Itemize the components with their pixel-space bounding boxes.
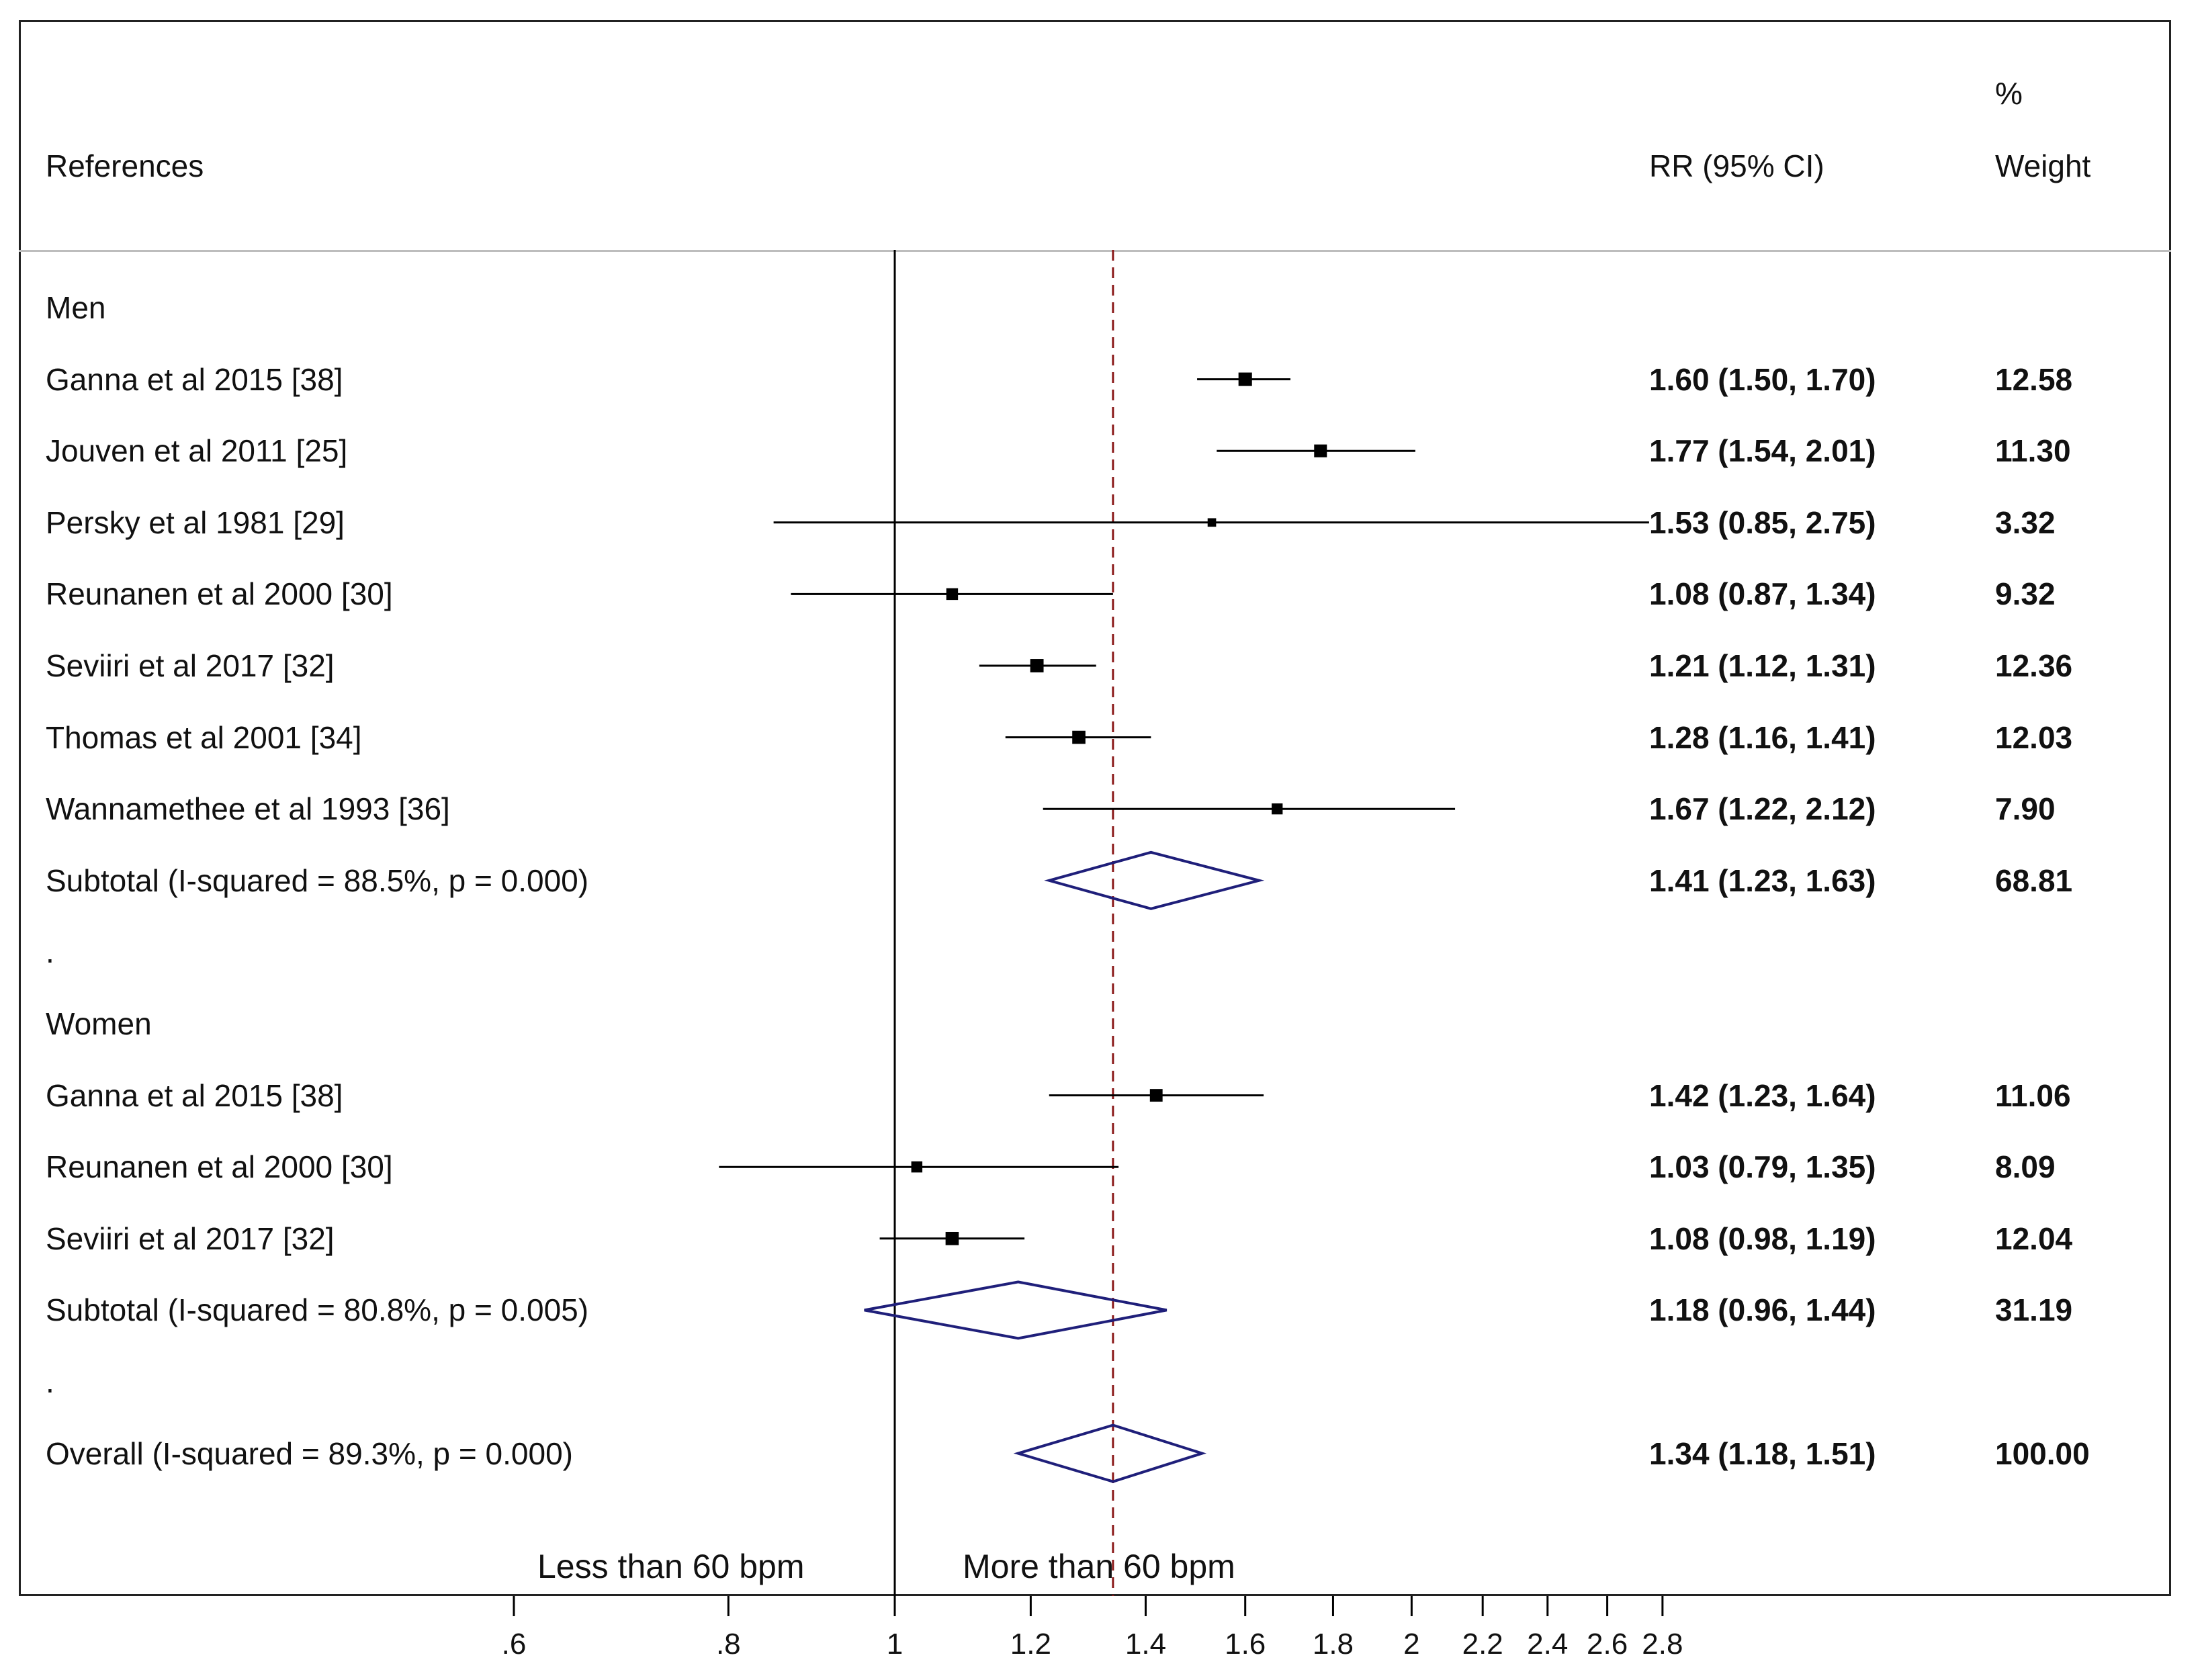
- rr-ci-value: 1.77 (1.54, 2.01): [1649, 433, 1876, 469]
- rr-ci-value: 1.53 (0.85, 2.75): [1649, 504, 1876, 540]
- study-label: Ganna et al 2015 [38]: [46, 1077, 343, 1113]
- weight-value: 12.03: [1995, 719, 2073, 755]
- rr-ci-value: 1.03 (0.79, 1.35): [1649, 1149, 1876, 1185]
- rr-ci-value: 1.18 (0.96, 1.44): [1649, 1292, 1876, 1328]
- weight-value: 31.19: [1995, 1292, 2073, 1328]
- weight-value: 68.81: [1995, 863, 2073, 898]
- point-estimate-marker: [946, 588, 959, 601]
- weight-value: 12.58: [1995, 361, 2073, 397]
- study-label: Persky et al 1981 [29]: [46, 504, 345, 540]
- rr-ci-value: 1.08 (0.98, 1.19): [1649, 1221, 1876, 1256]
- weight-value: 12.36: [1995, 648, 2073, 683]
- point-estimate-marker: [1272, 803, 1283, 815]
- point-estimate-marker: [1207, 518, 1217, 527]
- weight-value: 12.04: [1995, 1221, 2073, 1256]
- x-tick-label: 1.4: [1125, 1628, 1166, 1661]
- rr-ci-value: 1.08 (0.87, 1.34): [1649, 576, 1876, 612]
- x-tick-label: .8: [716, 1628, 741, 1661]
- point-estimate-marker: [1030, 659, 1044, 672]
- study-label: Thomas et al 2001 [34]: [46, 719, 362, 755]
- row-spacer: .: [46, 934, 54, 970]
- subtotal-diamond: [864, 1280, 1168, 1340]
- row-spacer: .: [46, 1364, 54, 1399]
- weight-value: 11.30: [1995, 433, 2071, 469]
- x-tick-label: 1.2: [1010, 1628, 1051, 1661]
- weight-value: 7.90: [1995, 791, 2056, 827]
- study-label: Wannamethee et al 1993 [36]: [46, 791, 450, 827]
- weight-value: 9.32: [1995, 576, 2056, 612]
- rr-ci-value: 1.67 (1.22, 2.12): [1649, 791, 1876, 827]
- rr-ci-value: 1.60 (1.50, 1.70): [1649, 361, 1876, 397]
- x-tick-label: 1.8: [1313, 1628, 1354, 1661]
- overall-label: Overall (I-squared = 89.3%, p = 0.000): [46, 1435, 573, 1471]
- rr-ci-value: 1.42 (1.23, 1.64): [1649, 1077, 1876, 1113]
- x-tick-label: 2.6: [1587, 1628, 1628, 1661]
- study-label: Seviiri et al 2017 [32]: [46, 1221, 335, 1256]
- point-estimate-marker: [911, 1161, 923, 1173]
- x-tick-label: 2: [1403, 1628, 1419, 1661]
- overall-diamond: [1013, 1423, 1207, 1483]
- references-header: References: [46, 148, 204, 183]
- weight-header: Weight: [1995, 148, 2091, 183]
- x-tick-label: 1.6: [1225, 1628, 1266, 1661]
- weight-header-percent: %: [1995, 76, 2023, 111]
- estimate-header: RR (95% CI): [1649, 148, 1824, 183]
- point-estimate-marker: [1149, 1089, 1163, 1102]
- group-label: Men: [46, 290, 106, 325]
- weight-value: 11.06: [1995, 1077, 2071, 1113]
- rr-ci-value: 1.41 (1.23, 1.63): [1649, 863, 1876, 898]
- study-label: Ganna et al 2015 [38]: [46, 361, 343, 397]
- rr-ci-value: 1.28 (1.16, 1.41): [1649, 719, 1876, 755]
- subtotal-label: Subtotal (I-squared = 80.8%, p = 0.005): [46, 1292, 589, 1328]
- point-estimate-marker: [945, 1231, 959, 1245]
- study-label: Reunanen et al 2000 [30]: [46, 576, 393, 612]
- rr-ci-value: 1.34 (1.18, 1.51): [1649, 1435, 1876, 1471]
- study-label: Seviiri et al 2017 [32]: [46, 648, 335, 683]
- annotation-left: Less than 60 bpm: [537, 1548, 805, 1585]
- point-estimate-marker: [1238, 372, 1252, 386]
- weight-value: 3.32: [1995, 504, 2056, 540]
- x-tick-label: 1: [887, 1628, 903, 1661]
- subtotal-diamond: [1044, 850, 1265, 910]
- header-divider: [19, 250, 2171, 252]
- rr-ci-value: 1.21 (1.12, 1.31): [1649, 648, 1876, 683]
- point-estimate-marker: [1072, 730, 1086, 744]
- plot-frame: [19, 20, 2171, 1596]
- study-label: Reunanen et al 2000 [30]: [46, 1149, 393, 1185]
- weight-value: 8.09: [1995, 1149, 2056, 1185]
- x-tick-label: 2.4: [1527, 1628, 1568, 1661]
- weight-value: 100.00: [1995, 1435, 2090, 1471]
- x-tick-label: 2.2: [1462, 1628, 1503, 1661]
- subtotal-label: Subtotal (I-squared = 88.5%, p = 0.000): [46, 863, 589, 898]
- point-estimate-marker: [1314, 444, 1327, 457]
- x-tick-label: 2.8: [1642, 1628, 1683, 1661]
- study-label: Jouven et al 2011 [25]: [46, 433, 348, 469]
- x-tick-label: .6: [502, 1628, 527, 1661]
- annotation-right: More than 60 bpm: [963, 1548, 1235, 1585]
- group-label: Women: [46, 1006, 152, 1041]
